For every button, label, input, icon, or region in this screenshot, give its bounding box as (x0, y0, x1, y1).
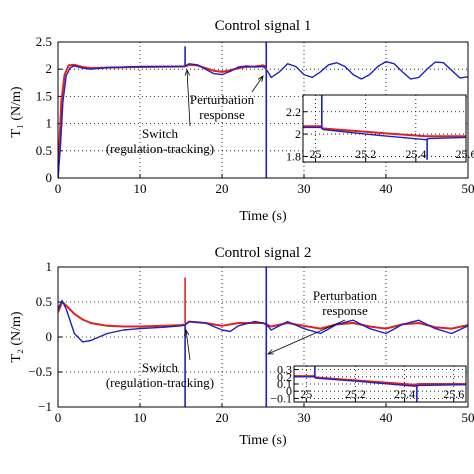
x-tick-label: 25.6 (443, 387, 464, 401)
series-line (58, 63, 267, 178)
series-line (303, 125, 466, 138)
y-tick-label: 0.3 (277, 363, 292, 377)
plot-area (58, 267, 468, 407)
y-tick-label: 0 (46, 170, 53, 185)
chart-control-signal-2: Control signal 2 Time (s) T₂ (N/m) 0 10 20… (9, 245, 474, 448)
annotation-arrowhead (184, 68, 190, 76)
series-line (58, 60, 468, 178)
y-tick-label: 2.2 (286, 105, 301, 119)
y-tick-label: 2 (46, 61, 53, 76)
x-tick-label: 40 (380, 181, 393, 196)
annotation-text: (regulation-tracking) (106, 375, 214, 390)
plot-area (58, 42, 468, 178)
x-tick-label: 30 (298, 181, 311, 196)
x-tick-label: 25 (310, 147, 322, 161)
annotation-text: Perturbation (190, 92, 255, 107)
x-tick-label: 50 (462, 181, 474, 196)
annotation-text: response (199, 107, 245, 122)
annotation-text: Perturbation (313, 288, 378, 303)
y-tick-label: 2 (295, 127, 301, 141)
y-tick-label: 1.8 (286, 149, 301, 163)
y-tick-label: −0.5 (28, 364, 52, 379)
annotation-arrow (186, 69, 191, 127)
x-tick-label: 25.4 (405, 147, 426, 161)
y-tick-label: 1 (46, 116, 53, 131)
axes-frame (57, 266, 469, 408)
x-tick-label: 0 (55, 410, 62, 425)
y-tick-label: 0.5 (36, 294, 52, 309)
chart-control-signal-1: Control signal 1 Time (s) T₁ (N/m) 0 10 20… (9, 18, 474, 224)
inset-plot: 25 25.2 25.4 25.6 −0.100.10.20.3 (270, 363, 467, 405)
x-tick-label: 20 (216, 181, 229, 196)
y-tick-label: 0 (46, 329, 53, 344)
x-tick-label: 20 (216, 410, 229, 425)
y-tick-label: 0.1 (277, 377, 292, 391)
plot-area (303, 95, 466, 160)
inset-frame (293, 365, 467, 403)
x-tick-label: 40 (380, 410, 393, 425)
x-axis-label: Time (s) (239, 209, 287, 224)
x-tick-label: 25.2 (345, 387, 366, 401)
annotation-arrow (251, 75, 264, 93)
series-line (294, 376, 466, 387)
series-line (58, 299, 468, 343)
annotation-arrow (185, 329, 191, 361)
x-tick-label: 10 (134, 181, 147, 196)
annotation-arrow (267, 319, 346, 355)
annotation-text: Switch (142, 360, 179, 375)
annotation-arrowhead (184, 328, 190, 336)
annotation-text: Switch (142, 126, 179, 141)
series-line (58, 301, 468, 330)
y-tick-label: 1.5 (36, 88, 52, 103)
x-tick-label: 25.2 (355, 147, 376, 161)
y-axis-label: T₁ (N/m) (9, 86, 24, 137)
x-tick-label: 50 (462, 410, 474, 425)
y-tick-label: 1 (46, 259, 53, 274)
y-tick-label: −0.1 (270, 391, 292, 405)
y-axis-label: T₂ (N/m) (9, 311, 24, 362)
chart-title: Control signal 1 (215, 18, 312, 34)
annotation-arrowhead (257, 75, 264, 82)
annotation-text: (regulation-tracking) (106, 141, 214, 156)
y-tick-label: 0.5 (36, 143, 52, 158)
x-tick-label: 25 (300, 387, 312, 401)
y-tick-label: 0 (286, 384, 292, 398)
series-line (303, 126, 466, 141)
x-tick-label: 10 (134, 410, 147, 425)
y-tick-label: 2.5 (36, 34, 52, 49)
x-tick-label: 30 (298, 410, 311, 425)
annotation-text: response (322, 303, 368, 318)
inset-frame (302, 94, 467, 163)
plot-area (294, 366, 466, 402)
x-tick-label: 0 (55, 181, 62, 196)
x-tick-label: 25.6 (456, 147, 474, 161)
chart-title: Control signal 2 (215, 245, 312, 261)
axes-frame (57, 41, 469, 179)
annotation-arrowhead (267, 349, 275, 355)
x-axis-label: Time (s) (239, 433, 287, 448)
y-tick-label: −1 (38, 399, 52, 414)
y-tick-label: 0.2 (277, 370, 292, 384)
x-tick-label: 25.4 (394, 387, 415, 401)
inset-plot: 25 25.2 25.4 25.6 1.8 2 2.2 (286, 94, 474, 163)
